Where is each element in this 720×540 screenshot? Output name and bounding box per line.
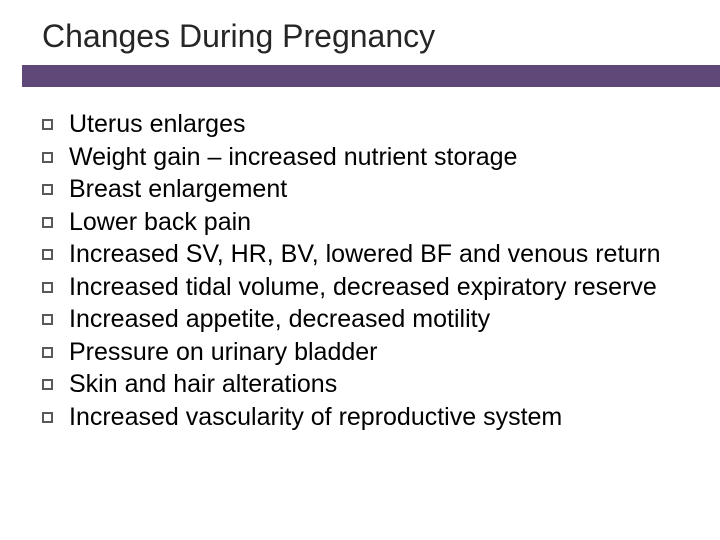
bullet-square-icon [42,184,53,195]
accent-bar [22,65,720,87]
list-item: Lower back pain [42,207,690,238]
bullet-text: Pressure on urinary bladder [69,337,378,368]
slide: Changes During Pregnancy Uterus enlarges… [0,0,720,540]
list-item: Uterus enlarges [42,109,690,140]
bullet-square-icon [42,152,53,163]
bullet-text: Breast enlargement [69,174,287,205]
bullet-list: Uterus enlarges Weight gain – increased … [0,87,720,432]
bullet-text: Weight gain – increased nutrient storage [69,142,517,173]
bullet-text: Increased appetite, decreased motility [69,304,490,335]
bullet-square-icon [42,412,53,423]
list-item: Pressure on urinary bladder [42,337,690,368]
bullet-square-icon [42,249,53,260]
bullet-square-icon [42,314,53,325]
bullet-text: Increased tidal volume, decreased expira… [69,272,657,303]
bullet-text: Skin and hair alterations [69,369,337,400]
bullet-square-icon [42,217,53,228]
list-item: Increased appetite, decreased motility [42,304,690,335]
list-item: Increased vascularity of reproductive sy… [42,402,690,433]
list-item: Increased tidal volume, decreased expira… [42,272,690,303]
list-item: Skin and hair alterations [42,369,690,400]
bullet-text: Lower back pain [69,207,251,238]
bullet-square-icon [42,119,53,130]
list-item: Weight gain – increased nutrient storage [42,142,690,173]
bullet-text: Increased SV, HR, BV, lowered BF and ven… [69,239,661,270]
bullet-text: Uterus enlarges [69,109,245,140]
bullet-square-icon [42,282,53,293]
bullet-square-icon [42,379,53,390]
bullet-square-icon [42,347,53,358]
list-item: Breast enlargement [42,174,690,205]
list-item: Increased SV, HR, BV, lowered BF and ven… [42,239,690,270]
bullet-text: Increased vascularity of reproductive sy… [69,402,562,433]
slide-title: Changes During Pregnancy [0,18,720,65]
